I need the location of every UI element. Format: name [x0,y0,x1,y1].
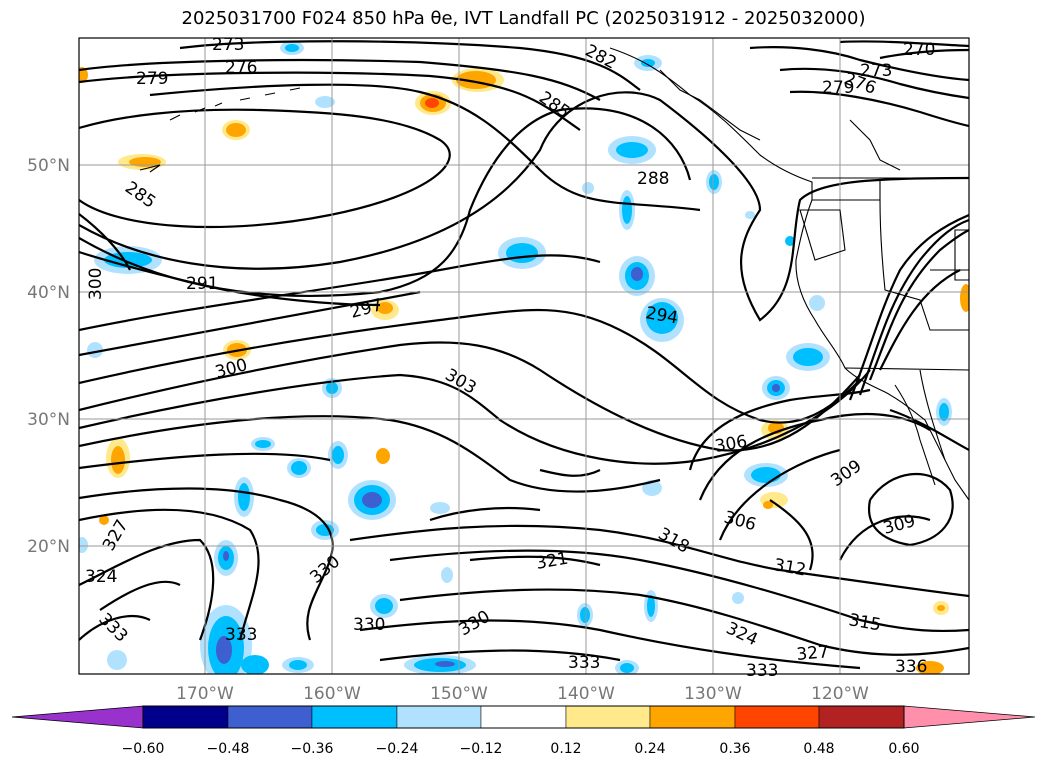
lon-label: 150°W [430,684,488,704]
lon-label: 140°W [557,684,615,704]
contour-label: 324 [85,567,117,587]
colorbar: −0.60 −0.48 −0.36 −0.24 −0.12 0.12 0.24 … [11,705,1036,757]
colorbar-segment [818,705,905,729]
contour-label: 273 [212,35,244,55]
colorbar-segment [649,705,736,729]
colorbar-segment [227,705,313,729]
colorbar-segment [311,705,398,729]
lat-label: 30°N [27,410,70,430]
pc-shading [79,41,969,674]
colorbar-tick-label: −0.36 [291,741,334,757]
colorbar-segment [565,705,651,729]
colorbar-segment [142,705,229,729]
colorbar-segment [480,705,567,729]
colorbar-tick-label: −0.60 [122,741,165,757]
lat-label: 50°N [27,156,70,176]
lon-axis: 170°W 160°W 150°W 140°W 130°W 120°W [176,684,869,704]
colorbar-tick-label: 0.48 [803,741,834,757]
colorbar-tick-label: −0.12 [460,741,503,757]
lon-label: 130°W [684,684,742,704]
contour-label: 279 [822,78,854,98]
contour-label: 333 [746,661,778,681]
colorbar-segment [734,705,820,729]
lat-axis: 50°N 40°N 30°N 20°N [27,156,70,557]
colorbar-segment [396,705,482,729]
colorbar-extend-left [11,705,144,729]
lon-label: 160°W [303,684,361,704]
contour-label: 276 [225,58,257,78]
contour-label: 270 [903,40,935,60]
map-border [78,37,970,675]
theta-e-contours [79,40,969,670]
colorbar-outline [142,705,905,729]
contour-label: 330 [353,615,385,635]
contour-label: 333 [568,653,600,673]
contour-label: 291 [186,274,218,294]
lon-label: 170°W [176,684,234,704]
lat-label: 20°N [27,537,70,557]
contour-label: 300 [86,268,106,300]
contour-label: 279 [136,69,168,89]
gridlines [79,38,969,674]
colorbar-tick-label: −0.24 [376,741,419,757]
contour-label: 327 [796,642,830,665]
lon-label: 120°W [811,684,869,704]
colorbar-tick-label: 0.12 [550,741,581,757]
colorbar-tick-label: 0.60 [888,741,919,757]
colorbar-tick-label: 0.36 [719,741,750,757]
contour-label: 273 [860,61,892,81]
coastlines [139,47,969,501]
colorbar-tick-label: 0.24 [634,741,665,757]
contour-label: 333 [225,625,257,645]
colorbar-ticks: −0.60 −0.48 −0.36 −0.24 −0.12 0.12 0.24 … [122,741,920,757]
lat-label: 40°N [27,283,70,303]
colorbar-extend-right [903,705,1036,729]
contour-label: 336 [895,657,927,677]
map-layers [79,38,969,674]
contour-label: 288 [637,169,669,189]
colorbar-tick-label: −0.48 [207,741,250,757]
map-title: 2025031700 F024 850 hPa θe, IVT Landfall… [181,8,866,29]
